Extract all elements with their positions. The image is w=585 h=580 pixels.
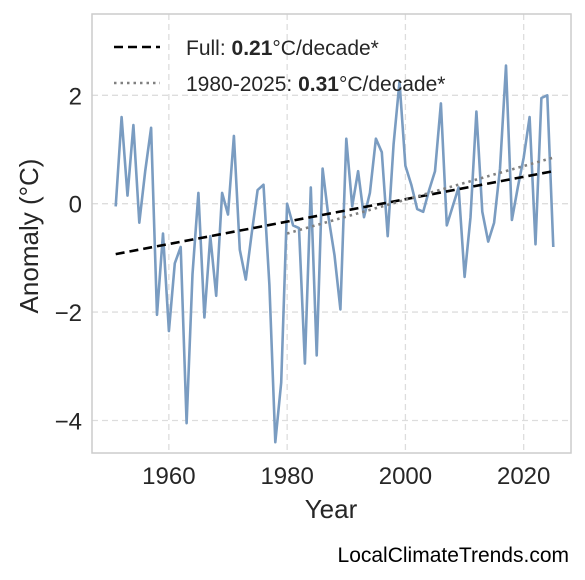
data-series	[114, 64, 555, 444]
y-axis-label: Anomaly (°C)	[14, 159, 44, 314]
legend-recent-suffix: °C/decade*	[339, 73, 445, 96]
x-axis-label: Year	[305, 494, 358, 524]
x-tick-label: 1980	[260, 463, 313, 490]
x-tick-label: 2000	[379, 463, 432, 490]
y-tick-label: 0	[69, 192, 82, 219]
legend-full-suffix: °C/decade*	[272, 37, 378, 60]
grid	[92, 14, 571, 453]
x-tick-label: 1960	[142, 463, 195, 490]
y-tick-label: −2	[55, 300, 82, 327]
legend-recent-prefix: 1980-2025:	[186, 73, 298, 96]
trend-line-full	[115, 169, 554, 256]
legend-entry-recent: 1980-2025: 0.31°C/decade*	[186, 73, 445, 96]
legend-full-value: 0.21	[232, 37, 273, 60]
legend: Full: 0.21°C/decade* 1980-2025: 0.31°C/d…	[114, 37, 445, 96]
x-tick-label: 2020	[497, 463, 550, 490]
plot-frame	[91, 13, 572, 454]
tick-labels: 1960 1980 2000 2020 −4 −2 0 2	[55, 83, 551, 490]
legend-recent-value: 0.31	[298, 73, 339, 96]
trend-line-recent	[286, 156, 554, 235]
legend-full-prefix: Full:	[186, 37, 232, 60]
legend-entry-full: Full: 0.21°C/decade*	[186, 37, 379, 60]
y-tick-label: 2	[69, 83, 82, 110]
anomaly-series-line	[114, 64, 555, 444]
source-watermark: LocalClimateTrends.com	[337, 544, 569, 567]
trend-lines	[115, 156, 554, 256]
y-tick-label: −4	[55, 408, 82, 435]
